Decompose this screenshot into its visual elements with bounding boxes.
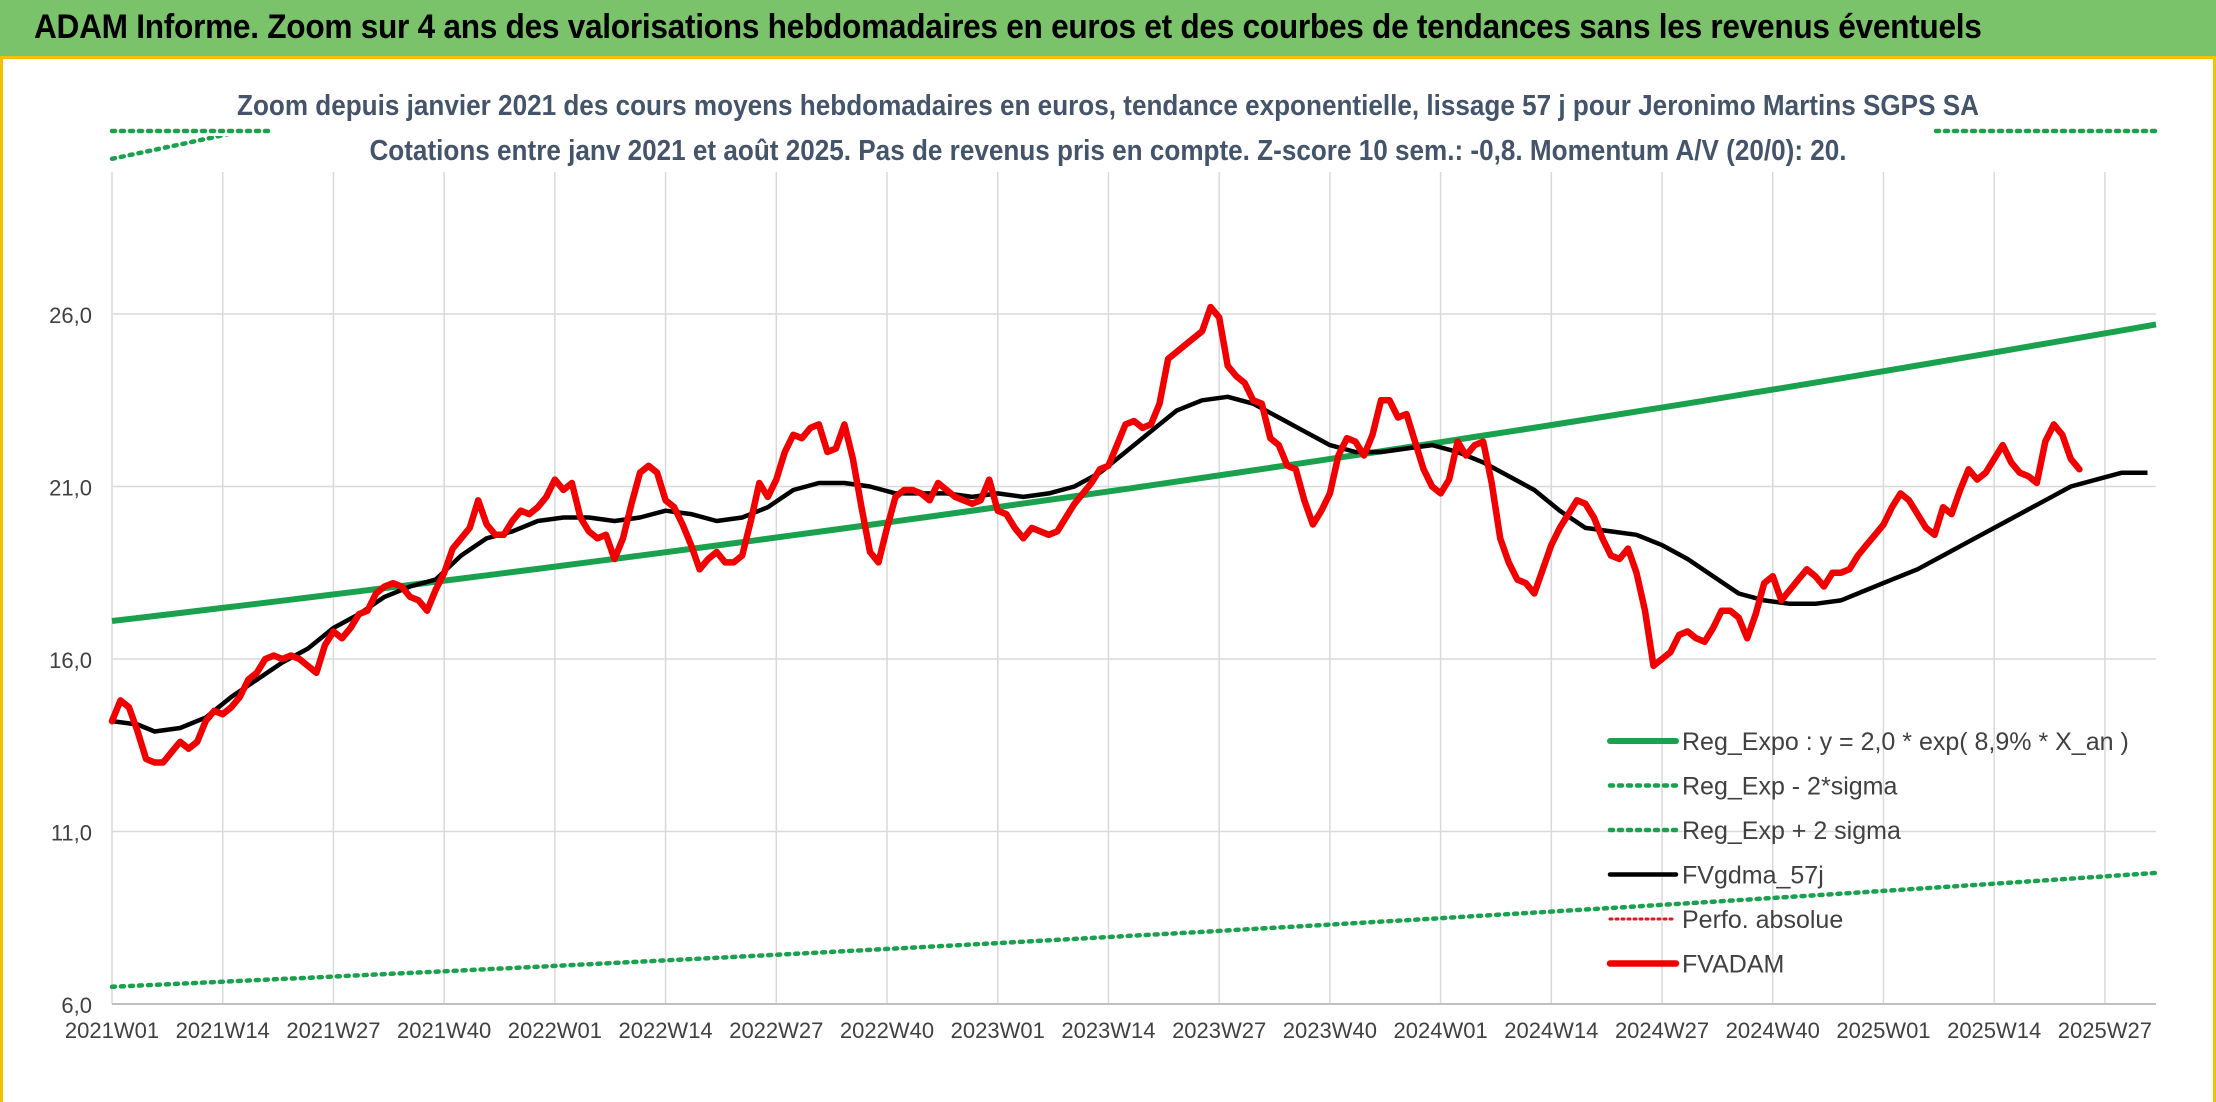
x-tick-label: 2024W01: [1394, 1018, 1488, 1043]
x-tick-label: 2021W27: [286, 1018, 380, 1043]
x-tick-label: 2025W01: [1836, 1018, 1930, 1043]
x-tick-label: 2021W14: [176, 1018, 270, 1043]
x-tick-label: 2022W27: [729, 1018, 823, 1043]
legend-fvadam-label: FVADAM: [1682, 951, 1784, 979]
x-tick-label: 2024W14: [1504, 1018, 1598, 1043]
x-tick-label: 2023W14: [1061, 1018, 1155, 1043]
x-tick-label: 2023W40: [1283, 1018, 1377, 1043]
header-band: ADAM Informe. Zoom sur 4 ans des valoris…: [0, 0, 2216, 59]
x-tick-label: 2021W40: [397, 1018, 491, 1043]
legend-perfo-absolue-label: Perfo. absolue: [1682, 906, 1843, 934]
x-tick-label: 2025W14: [1947, 1018, 2041, 1043]
reg-expo-line: [111, 321, 2157, 624]
x-tick-label: 2024W27: [1615, 1018, 1709, 1043]
legend-reg-expo-label: Reg_Expo : y = 2,0 * exp( 8,9% * X_an ): [1682, 728, 2129, 756]
legend-reg-exp-minus-label: Reg_Exp - 2*sigma: [1682, 773, 1897, 801]
y-tick-label: 21,0: [49, 476, 92, 501]
x-tick-label: 2025W27: [2058, 1018, 2152, 1043]
y-tick-label: 6,0: [61, 993, 92, 1018]
x-tick-label: 2022W40: [840, 1018, 934, 1043]
chart-subtitle: Cotations entre janv 2021 et août 2025. …: [369, 135, 1847, 167]
chart-title: Zoom depuis janvier 2021 des cours moyen…: [236, 90, 1980, 122]
y-tick-label: 16,0: [49, 648, 92, 673]
legend-fvgdma-label: FVgdma_57j: [1682, 862, 1824, 890]
x-tick-label: 2023W27: [1172, 1018, 1266, 1043]
legend-reg-exp-plus-label: Reg_Exp + 2 sigma: [1682, 817, 1901, 845]
x-tick-label: 2022W14: [618, 1018, 712, 1043]
x-tick-label: 2024W40: [1726, 1018, 1820, 1043]
x-tick-label: 2022W01: [508, 1018, 602, 1043]
x-tick-label: 2021W01: [65, 1018, 159, 1043]
y-tick-label: 26,0: [49, 303, 92, 328]
report-title: ADAM Informe. Zoom sur 4 ans des valoris…: [34, 8, 1982, 46]
fvgdma-57j-line: [111, 394, 2148, 734]
fvadam-line: [108, 303, 2083, 766]
reg-exp-minus-2sigma-line: [109, 870, 2159, 990]
x-tick-label: 2023W01: [951, 1018, 1045, 1043]
y-tick-label: 11,0: [51, 821, 92, 846]
